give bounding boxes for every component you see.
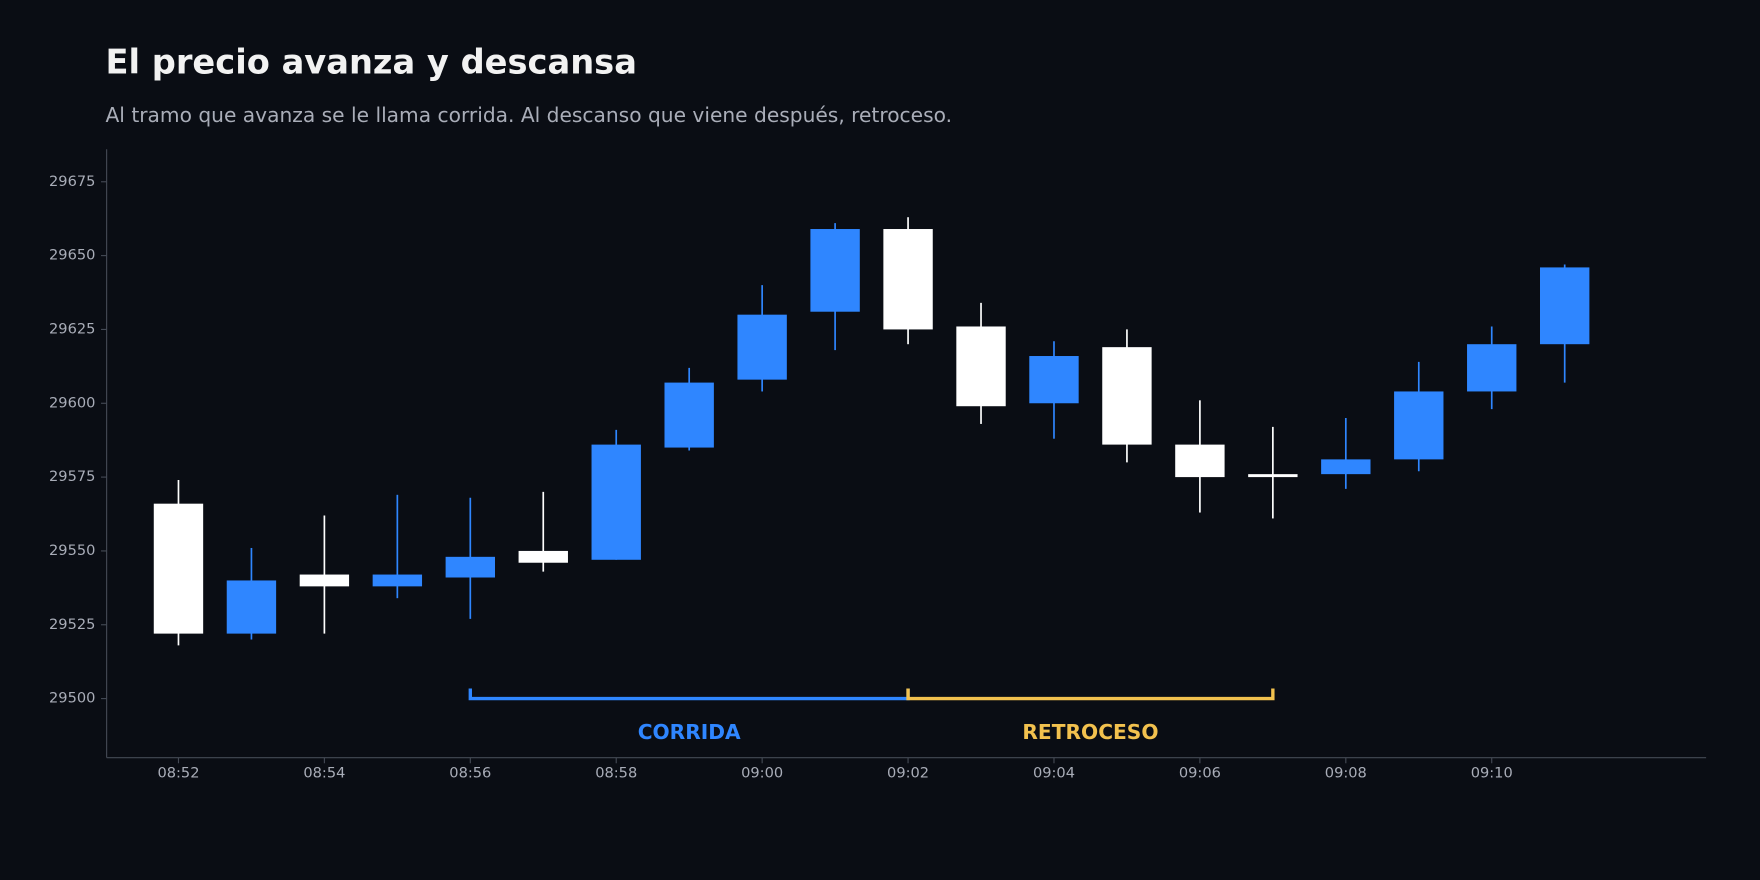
- y-tick-label: 29575: [49, 468, 95, 485]
- range-label: RETROCESO: [1022, 720, 1158, 744]
- y-tick-label: 29650: [49, 247, 95, 264]
- x-tick-label: 09:08: [1325, 764, 1367, 781]
- candle-body: [1394, 391, 1444, 460]
- x-tick-label: 08:54: [303, 764, 345, 781]
- x-tick-label: 09:10: [1471, 764, 1513, 781]
- y-tick-label: 29625: [49, 320, 95, 337]
- y-tick-label: 29500: [49, 690, 95, 707]
- candle-body: [1029, 356, 1079, 404]
- candle-body: [956, 326, 1006, 407]
- candle-body: [226, 580, 277, 634]
- x-tick-label: 09:00: [741, 764, 783, 781]
- candle-body: [1321, 459, 1371, 475]
- range-bracket: [468, 688, 910, 701]
- x-tick-label: 08:56: [449, 764, 491, 781]
- candle-body: [737, 314, 787, 380]
- candle-body: [445, 556, 495, 578]
- candle-body: [518, 550, 568, 563]
- candle-body: [591, 444, 641, 560]
- candle-body: [664, 382, 714, 448]
- candle-body: [153, 503, 204, 634]
- x-tick-label: 09:02: [887, 764, 929, 781]
- range-label: CORRIDA: [638, 720, 741, 744]
- x-tick-label: 09:06: [1179, 764, 1221, 781]
- candle-body: [1467, 344, 1517, 392]
- y-tick-label: 29675: [49, 173, 95, 190]
- candle-body: [1175, 444, 1225, 478]
- x-tick-label: 08:58: [595, 764, 637, 781]
- y-tick-label: 29600: [49, 394, 95, 411]
- candle-body: [299, 574, 350, 587]
- candle-body: [810, 229, 860, 312]
- candle-body: [372, 574, 423, 587]
- chart-title: El precio avanza y descansa: [106, 42, 637, 81]
- y-tick-label: 29550: [49, 542, 95, 559]
- candle-body: [1540, 267, 1590, 345]
- candle-body: [1248, 474, 1298, 478]
- candle-body: [883, 229, 933, 330]
- candle-body: [1102, 347, 1152, 445]
- y-tick-label: 29525: [49, 616, 95, 633]
- chart-subtitle: Al tramo que avanza se le llama corrida.…: [106, 103, 953, 127]
- range-bracket: [906, 688, 1275, 701]
- x-tick-label: 09:04: [1033, 764, 1075, 781]
- x-tick-label: 08:52: [157, 764, 199, 781]
